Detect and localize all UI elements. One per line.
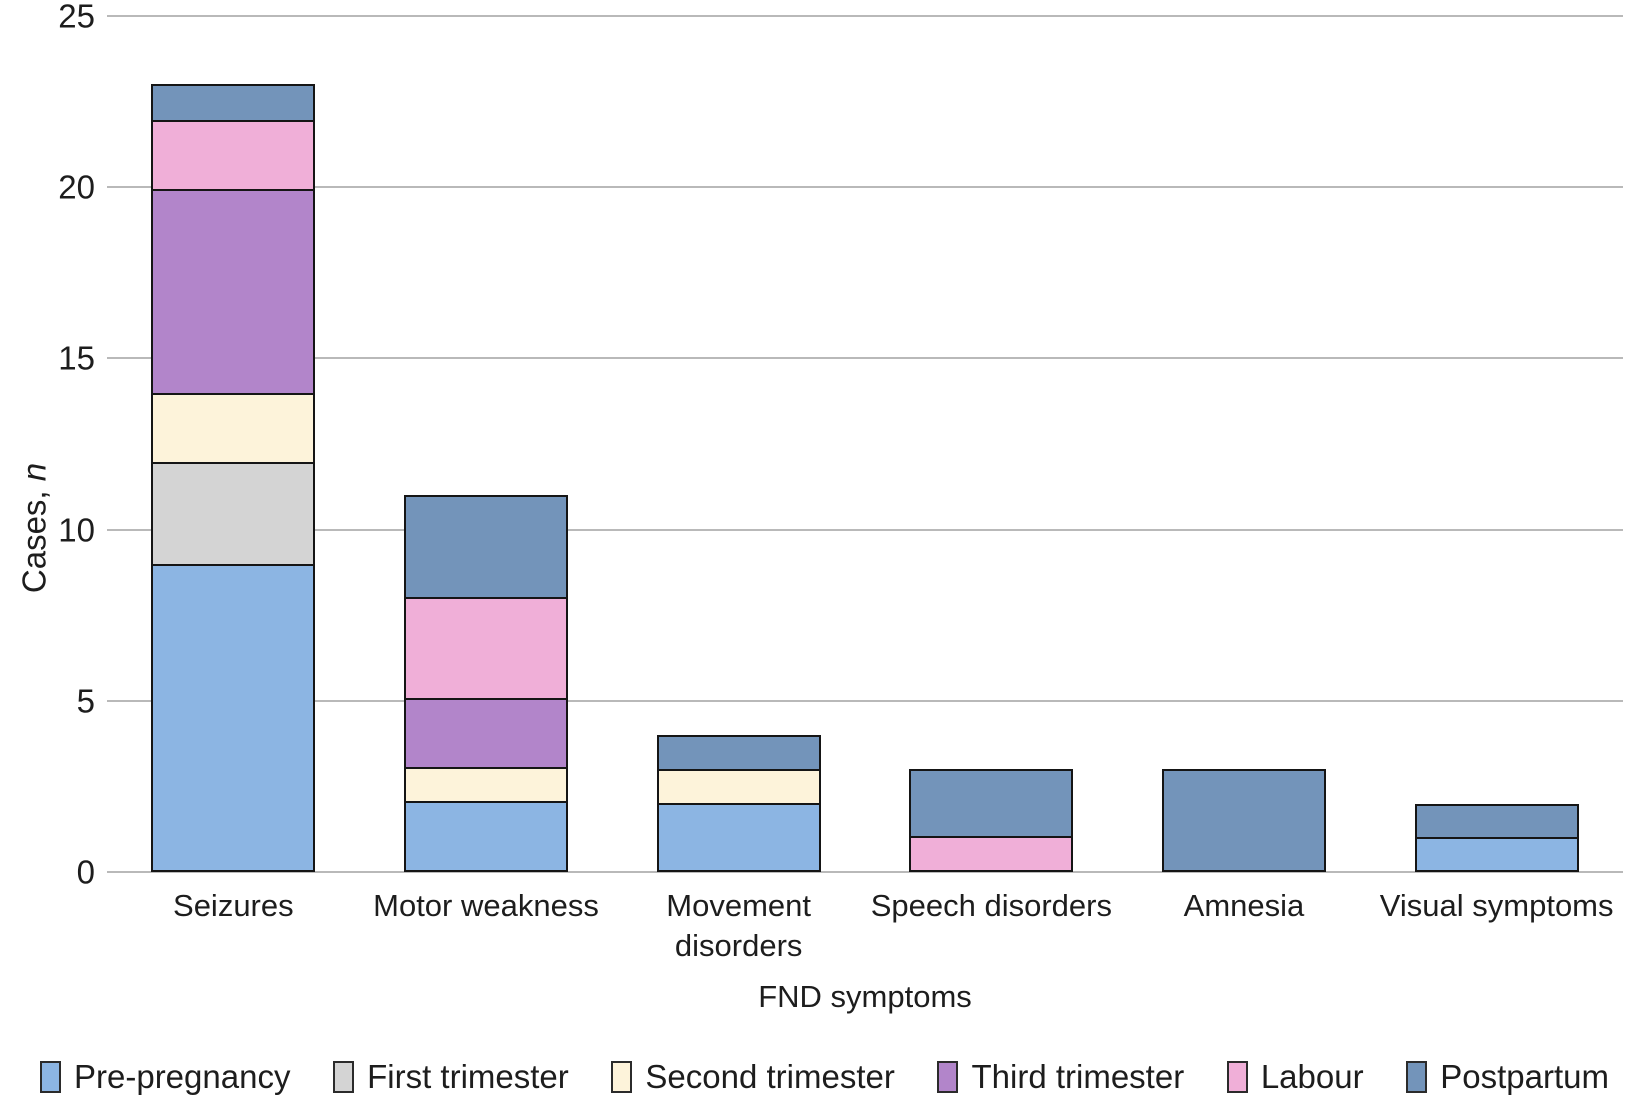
segment-motor-weakness-labour bbox=[404, 596, 568, 701]
segment-motor-weakness-postpartum bbox=[404, 495, 568, 600]
segment-seizures-first-trimester bbox=[151, 461, 316, 567]
gridline-15 bbox=[107, 357, 1623, 360]
segment-seizures-labour bbox=[151, 119, 316, 192]
y-tick-label-5: 5 bbox=[76, 682, 95, 720]
x-tick-label-movement-disorders: Movement disorders bbox=[666, 888, 812, 964]
bar-seizures bbox=[151, 84, 316, 872]
legend-label-labour: Labour bbox=[1260, 1058, 1364, 1095]
legend-item-first-trimester: First trimester bbox=[333, 1060, 569, 1093]
plot-area bbox=[107, 15, 1623, 873]
legend-swatch-first-trimester bbox=[333, 1060, 355, 1093]
segment-seizures-second-trimester bbox=[151, 392, 316, 465]
x-tick-labels: Seizures Motor weakness Movement disorders… bbox=[107, 886, 1623, 978]
legend-label-second-trimester: Second trimester bbox=[645, 1058, 895, 1095]
legend-item-pre-pregnancy: Pre-pregnancy bbox=[40, 1060, 290, 1093]
segment-speech-disorders-postpartum bbox=[909, 769, 1074, 839]
legend-label-third-trimester: Third trimester bbox=[971, 1058, 1185, 1095]
legend-item-labour: Labour bbox=[1226, 1058, 1364, 1095]
legend-swatch-pre-pregnancy bbox=[40, 1060, 61, 1093]
bar-movement-disorders bbox=[656, 735, 821, 872]
bar-speech-disorders bbox=[909, 769, 1074, 872]
y-tick-label-25: 25 bbox=[58, 0, 95, 35]
segment-speech-disorders-labour bbox=[909, 835, 1074, 872]
segment-movement-disorders-second-trimester bbox=[656, 769, 821, 806]
legend-swatch-third-trimester bbox=[937, 1060, 959, 1093]
gridline-20 bbox=[107, 186, 1623, 189]
x-tick-label-motor-weakness: Motor weakness bbox=[373, 888, 599, 923]
y-axis: 0 5 10 15 20 25 bbox=[0, 0, 95, 889]
segment-visual-symptoms-pre-pregnancy bbox=[1414, 836, 1579, 872]
x-tick-label-amnesia: Amnesia bbox=[1183, 888, 1305, 923]
segment-seizures-pre-pregnancy bbox=[151, 564, 316, 872]
y-tick-label-10: 10 bbox=[58, 511, 95, 549]
y-tick-label-20: 20 bbox=[58, 168, 95, 206]
segment-motor-weakness-third-trimester bbox=[404, 698, 568, 769]
legend-label-postpartum: Postpartum bbox=[1440, 1058, 1609, 1095]
y-tick-label-0: 0 bbox=[76, 853, 95, 891]
bar-amnesia bbox=[1162, 769, 1326, 872]
legend-swatch-labour bbox=[1226, 1060, 1248, 1093]
x-axis-title: FND symptoms bbox=[758, 979, 972, 1014]
legend-item-third-trimester: Third trimester bbox=[937, 1060, 1184, 1093]
segment-seizures-third-trimester bbox=[151, 188, 316, 396]
x-tick-label-visual-symptoms: Visual symptoms bbox=[1379, 888, 1614, 923]
legend-item-postpartum: Postpartum bbox=[1406, 1060, 1609, 1093]
legend-swatch-postpartum bbox=[1406, 1060, 1428, 1093]
legend: Pre-pregnancy First trimester Second trime… bbox=[40, 1060, 1609, 1093]
x-tick-label-seizures: Seizures bbox=[173, 888, 294, 923]
segment-seizures-postpartum bbox=[151, 84, 316, 123]
segment-movement-disorders-pre-pregnancy bbox=[656, 803, 821, 872]
legend-label-pre-pregnancy: Pre-pregnancy bbox=[74, 1058, 291, 1095]
legend-swatch-second-trimester bbox=[611, 1060, 633, 1093]
gridline-25 bbox=[107, 15, 1623, 17]
gridline-10 bbox=[107, 528, 1623, 531]
segment-motor-weakness-second-trimester bbox=[404, 766, 568, 804]
legend-item-second-trimester: Second trimester bbox=[611, 1058, 895, 1095]
segment-amnesia-postpartum bbox=[1162, 769, 1326, 872]
segment-visual-symptoms-postpartum bbox=[1414, 803, 1579, 840]
bar-visual-symptoms bbox=[1414, 803, 1579, 872]
segment-motor-weakness-pre-pregnancy bbox=[404, 801, 568, 872]
x-tick-label-speech-disorders: Speech disorders bbox=[870, 888, 1112, 923]
y-tick-label-15: 15 bbox=[58, 339, 95, 377]
gridline-5 bbox=[107, 699, 1623, 702]
gridline-0 bbox=[107, 871, 1623, 873]
segment-movement-disorders-postpartum bbox=[656, 735, 821, 772]
bar-motor-weakness bbox=[404, 495, 568, 872]
legend-label-first-trimester: First trimester bbox=[367, 1058, 569, 1095]
